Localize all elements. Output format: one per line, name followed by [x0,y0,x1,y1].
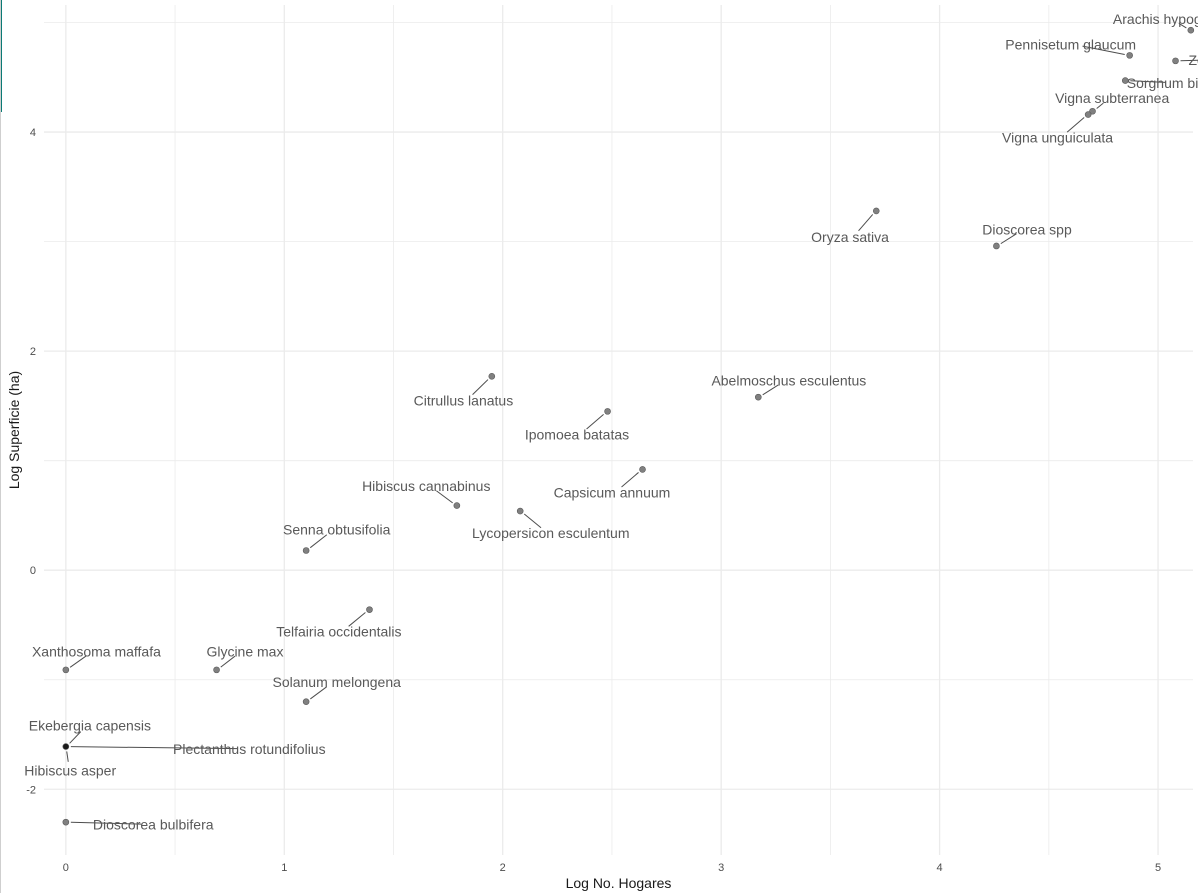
point-label: Sorghum bicolor [1127,75,1198,91]
x-tick-label: 3 [718,862,724,874]
x-tick-label: 5 [1155,862,1161,874]
data-point [1121,77,1129,84]
label-segment [66,751,69,762]
label-segment [858,214,874,232]
data-point [62,818,70,826]
data-point [1172,57,1179,65]
label-segment [472,379,489,395]
x-tick-label: 4 [937,862,943,874]
data-point [366,606,373,613]
point-label: Telfairia occidentalis [276,624,401,640]
data-point [872,207,880,215]
label-segment [70,746,238,750]
data-point [1187,26,1195,34]
y-tick-label: 4 [30,127,36,139]
data-point [604,408,611,415]
point-label: Abelmoschus esculentus [711,373,866,389]
x-tick-label: 0 [63,862,69,874]
label-segment [69,655,87,668]
axis-ticks: 0 1 2 3 4 5 -2 0 2 4 [26,127,1161,874]
label-segment [621,472,639,488]
grid [44,5,1193,855]
point-label: Vigna unguiculata [1002,130,1113,146]
label-segment [1082,45,1125,55]
point-label: Plectanthus rotundifolius [173,741,326,757]
point-label: Vigna subterranea [1055,90,1169,106]
data-point [302,547,310,554]
label-segment [70,821,142,825]
point-label: Solanum melongena [273,674,402,690]
data-point [453,502,461,509]
label-segment [1180,59,1198,62]
data-point [213,666,220,674]
data-point [1084,111,1092,118]
label-segment [523,513,542,529]
label-segment [69,731,82,744]
point-label: Citrullus lanatus [414,392,514,408]
label-segment [310,686,327,700]
label-segment [762,384,779,396]
data-point [62,666,70,674]
x-tick-label: 1 [281,862,287,874]
data-point [488,373,496,380]
data-point [516,507,524,515]
data-point [755,393,762,401]
label-segment [436,490,453,504]
point-label: Ipomoea batatas [525,426,629,442]
x-axis-title: Log No. Hogares [566,875,672,891]
label-segment [348,612,366,627]
point-label: Glycine max [206,643,283,659]
point-label: Lycopersicon esculentum [472,525,629,541]
point-label: Senna obtusifolia [283,522,391,538]
data-points [62,26,1195,826]
label-segment [1096,102,1104,109]
data-point [1126,52,1133,59]
accent-bar [0,0,2,112]
label-segments [66,22,1198,825]
data-point [639,466,646,473]
point-label: Dioscorea bulbifera [93,816,214,832]
data-point [302,698,310,705]
label-segment [586,414,604,430]
label-segment [1066,117,1085,133]
data-point [62,743,70,750]
y-tick-label: -2 [26,784,36,796]
label-segment [1000,233,1017,245]
label-segment [220,655,236,668]
label-segment [1178,22,1187,29]
point-label: Pennisetum glaucum [1005,36,1136,52]
y-axis-title: Log Superficie (ha) [6,371,22,489]
y-tick-label: 0 [30,565,36,577]
label-segment [309,534,328,549]
point-label: Capsicum annuum [554,484,671,500]
point-label: Xanthosoma maffafa [32,643,161,659]
point-label: Dioscorea spp [982,222,1072,238]
data-point [1089,107,1096,115]
left-border [0,0,1,893]
x-tick-label: 2 [500,862,506,874]
y-tick-label: 2 [30,346,36,358]
label-segment [1130,80,1166,83]
point-label: Hibiscus cannabinus [362,478,490,494]
point-label: Zea mays [1188,52,1198,68]
point-label: Ekebergia capensis [29,718,151,734]
point-label: Hibiscus asper [24,763,116,779]
point-label: Arachis hypogaea [1113,11,1198,27]
point-label: Oryza sativa [811,229,889,245]
data-point [993,242,1000,250]
point-labels: Arachis hypogaea Pennisetum glaucum Zea ma… [24,11,1198,832]
